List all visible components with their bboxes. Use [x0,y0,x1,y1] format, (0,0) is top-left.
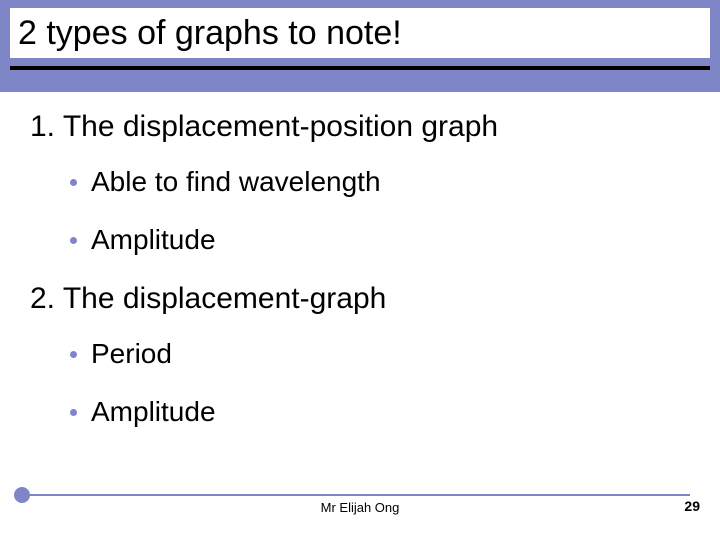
bullet-icon [70,179,77,186]
footer-line [30,494,690,496]
bullet-icon [70,351,77,358]
title-box: 2 types of graphs to note! [10,8,710,58]
bullet-row: Able to find wavelength [70,166,690,198]
page-number: 29 [684,498,700,514]
bullet-text: Amplitude [91,396,216,428]
footer-author: Mr Elijah Ong [0,500,720,515]
content-area: 1. The displacement-position graph Able … [30,110,690,428]
bullet-icon [70,237,77,244]
bullet-row: Amplitude [70,224,690,256]
heading-1: 1. The displacement-position graph [30,110,690,144]
bullet-icon [70,409,77,416]
slide-title: 2 types of graphs to note! [18,14,402,53]
heading-2: 2. The displacement-graph [30,282,690,316]
title-underline [10,66,710,70]
bullet-row: Period [70,338,690,370]
bullet-text: Amplitude [91,224,216,256]
bullet-text: Period [91,338,172,370]
bullet-text: Able to find wavelength [91,166,381,198]
bullet-row: Amplitude [70,396,690,428]
